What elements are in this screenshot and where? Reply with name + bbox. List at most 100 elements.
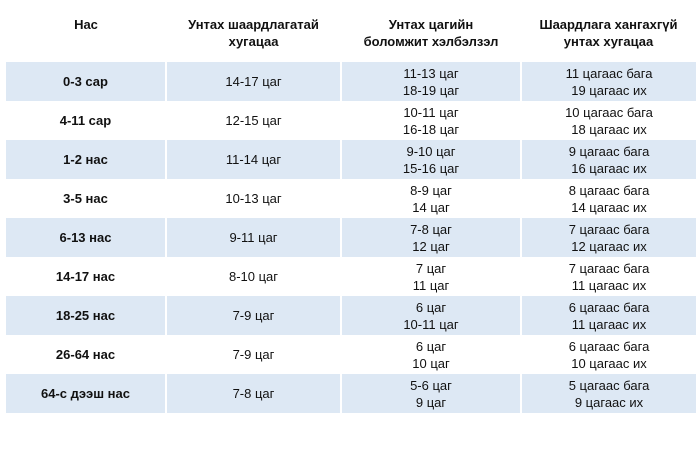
age-cell: 3-5 нас xyxy=(6,179,167,218)
header-possible: Унтах цагийн боломжит хэлбэлзэл xyxy=(341,16,521,62)
header-recommended-line2: хугацаа xyxy=(228,34,279,49)
not-recommended-cell: 7 цагаас бага 11 цагаас их xyxy=(521,257,696,296)
recommended-text: 8-10 цаг xyxy=(228,269,279,284)
table-body: 0-3 сар 14-17 цаг 11-13 цаг 18-19 цаг 11… xyxy=(6,62,696,413)
not-recommended-cell: 6 цагаас бага 11 цагаас их xyxy=(521,296,696,335)
possible-high: 11 цаг xyxy=(412,277,450,293)
table-row: 0-3 сар 14-17 цаг 11-13 цаг 18-19 цаг 11… xyxy=(6,62,696,101)
header-age: Нас xyxy=(6,16,166,62)
age-cell: 14-17 нас xyxy=(6,257,167,296)
not-recommended-cell: 11 цагаас бага 19 цагаас их xyxy=(521,62,696,101)
age-text: 6-13 нас xyxy=(59,230,112,245)
not-recommended-low: 5 цагаас бага xyxy=(568,377,650,393)
possible-cell: 7 цаг 11 цаг xyxy=(341,257,522,296)
header-possible-line2: боломжит хэлбэлзэл xyxy=(363,34,499,49)
not-recommended-low: 6 цагаас бага xyxy=(568,338,650,354)
possible-high: 9 цаг xyxy=(415,394,447,410)
age-text: 14-17 нас xyxy=(55,269,116,284)
possible-low: 7 цаг xyxy=(415,260,447,276)
table-row: 4-11 сар 12-15 цаг 10-11 цаг 16-18 цаг 1… xyxy=(6,101,696,140)
recommended-cell: 7-9 цаг xyxy=(166,296,342,335)
possible-low: 10-11 цаг xyxy=(403,104,459,120)
header-not-recommended-line1: Шаардлага хангахгүй xyxy=(539,17,678,32)
recommended-cell: 11-14 цаг xyxy=(166,140,342,179)
age-cell: 26-64 нас xyxy=(6,335,167,374)
not-recommended-high: 9 цагаас их xyxy=(574,394,644,410)
not-recommended-high: 14 цагаас их xyxy=(571,199,647,215)
not-recommended-high: 11 цагаас их xyxy=(571,277,647,293)
age-cell: 18-25 нас xyxy=(6,296,167,335)
age-text: 26-64 нас xyxy=(55,347,116,362)
age-cell: 1-2 нас xyxy=(6,140,167,179)
possible-low: 7-8 цаг xyxy=(410,221,452,237)
not-recommended-high: 11 цагаас их xyxy=(571,316,647,332)
possible-high: 15-16 цаг xyxy=(402,160,460,176)
table-row: 6-13 нас 9-11 цаг 7-8 цаг 12 цаг 7 цагаа… xyxy=(6,218,696,257)
possible-high: 18-19 цаг xyxy=(402,82,460,98)
age-text: 3-5 нас xyxy=(63,191,108,206)
not-recommended-low: 7 цагаас бага xyxy=(568,221,650,237)
not-recommended-low: 11 цагаас бага xyxy=(565,65,653,81)
table-row: 14-17 нас 8-10 цаг 7 цаг 11 цаг 7 цагаас… xyxy=(6,257,696,296)
recommended-cell: 12-15 цаг xyxy=(166,101,342,140)
recommended-cell: 10-13 цаг xyxy=(166,179,342,218)
possible-high: 10 цаг xyxy=(412,355,450,371)
possible-cell: 9-10 цаг 15-16 цаг xyxy=(341,140,522,179)
not-recommended-high: 19 цагаас их xyxy=(571,82,647,98)
possible-high: 12 цаг xyxy=(412,238,450,254)
recommended-cell: 14-17 цаг xyxy=(166,62,342,101)
possible-cell: 5-6 цаг 9 цаг xyxy=(341,374,522,413)
recommended-text: 14-17 цаг xyxy=(225,74,282,89)
not-recommended-low: 8 цагаас бага xyxy=(568,182,650,198)
age-cell: 64-с дээш нас xyxy=(6,374,167,413)
not-recommended-high: 12 цагаас их xyxy=(571,238,647,254)
table-row: 26-64 нас 7-9 цаг 6 цаг 10 цаг 6 цагаас … xyxy=(6,335,696,374)
age-cell: 4-11 сар xyxy=(6,101,167,140)
possible-cell: 7-8 цаг 12 цаг xyxy=(341,218,522,257)
recommended-text: 7-9 цаг xyxy=(232,347,275,362)
age-cell: 6-13 нас xyxy=(6,218,167,257)
possible-cell: 11-13 цаг 18-19 цаг xyxy=(341,62,522,101)
recommended-text: 11-14 цаг xyxy=(225,152,282,167)
header-not-recommended-line2: унтах хугацаа xyxy=(563,34,654,49)
possible-cell: 6 цаг 10-11 цаг xyxy=(341,296,522,335)
table-row: 18-25 нас 7-9 цаг 6 цаг 10-11 цаг 6 цага… xyxy=(6,296,696,335)
not-recommended-cell: 10 цагаас бага 18 цагаас их xyxy=(521,101,696,140)
possible-low: 6 цаг xyxy=(415,299,447,315)
recommended-text: 12-15 цаг xyxy=(225,113,282,128)
header-row: Нас Унтах шаардлагатай хугацаа Унтах цаг… xyxy=(6,16,696,62)
age-text: 4-11 сар xyxy=(59,113,112,128)
not-recommended-cell: 7 цагаас бага 12 цагаас их xyxy=(521,218,696,257)
recommended-text: 9-11 цаг xyxy=(229,230,278,245)
table-header: Нас Унтах шаардлагатай хугацаа Унтах цаг… xyxy=(6,16,696,62)
recommended-cell: 8-10 цаг xyxy=(166,257,342,296)
not-recommended-low: 10 цагаас бага xyxy=(565,104,653,120)
header-recommended: Унтах шаардлагатай хугацаа xyxy=(166,16,341,62)
not-recommended-cell: 8 цагаас бага 14 цагаас их xyxy=(521,179,696,218)
not-recommended-high: 16 цагаас их xyxy=(571,160,647,176)
header-recommended-line1: Унтах шаардлагатай xyxy=(188,17,319,32)
possible-cell: 8-9 цаг 14 цаг xyxy=(341,179,522,218)
not-recommended-cell: 6 цагаас бага 10 цагаас их xyxy=(521,335,696,374)
possible-high: 14 цаг xyxy=(412,199,450,215)
not-recommended-high: 10 цагаас их xyxy=(571,355,647,371)
possible-low: 11-13 цаг xyxy=(403,65,459,81)
header-possible-line1: Унтах цагийн xyxy=(388,17,474,32)
possible-low: 8-9 цаг xyxy=(410,182,452,198)
table-row: 3-5 нас 10-13 цаг 8-9 цаг 14 цаг 8 цагаа… xyxy=(6,179,696,218)
sleep-duration-table: Нас Унтах шаардлагатай хугацаа Унтах цаг… xyxy=(6,16,696,413)
age-text: 1-2 нас xyxy=(63,152,108,167)
table-row: 1-2 нас 11-14 цаг 9-10 цаг 15-16 цаг 9 ц… xyxy=(6,140,696,179)
recommended-cell: 7-8 цаг xyxy=(166,374,342,413)
recommended-cell: 9-11 цаг xyxy=(166,218,342,257)
table-row: 64-с дээш нас 7-8 цаг 5-6 цаг 9 цаг 5 ца… xyxy=(6,374,696,413)
possible-low: 9-10 цаг xyxy=(406,143,456,159)
not-recommended-low: 9 цагаас бага xyxy=(568,143,650,159)
not-recommended-cell: 9 цагаас бага 16 цагаас их xyxy=(521,140,696,179)
age-text: 64-с дээш нас xyxy=(40,386,130,401)
possible-high: 16-18 цаг xyxy=(402,121,460,137)
possible-high: 10-11 цаг xyxy=(403,316,459,332)
possible-low: 6 цаг xyxy=(415,338,447,354)
not-recommended-low: 7 цагаас бага xyxy=(568,260,650,276)
